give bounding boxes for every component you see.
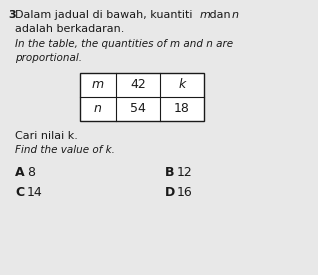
Text: C: C — [15, 186, 24, 199]
Text: 14: 14 — [27, 186, 43, 199]
Text: m: m — [200, 10, 211, 20]
Text: k: k — [178, 78, 186, 92]
Text: 54: 54 — [130, 103, 146, 116]
Text: proportional.: proportional. — [15, 53, 82, 64]
Text: Dalam jadual di bawah, kuantiti: Dalam jadual di bawah, kuantiti — [15, 10, 196, 20]
Text: adalah berkadaran.: adalah berkadaran. — [15, 24, 124, 34]
Text: Find the value of k.: Find the value of k. — [15, 145, 115, 155]
Text: 18: 18 — [174, 103, 190, 116]
Text: In the table, the quantities of m and n are: In the table, the quantities of m and n … — [15, 39, 233, 50]
Text: 42: 42 — [130, 78, 146, 92]
Text: A: A — [15, 166, 24, 179]
Text: n: n — [94, 103, 102, 116]
Text: D: D — [165, 186, 175, 199]
Text: m: m — [92, 78, 104, 92]
Bar — [80, 73, 204, 121]
Text: 3: 3 — [8, 10, 16, 20]
Text: B: B — [165, 166, 175, 179]
Text: n: n — [232, 10, 239, 20]
Text: 16: 16 — [177, 186, 193, 199]
Text: dan: dan — [206, 10, 234, 20]
Text: 12: 12 — [177, 166, 193, 179]
Text: 8: 8 — [27, 166, 35, 179]
Text: Cari nilai k.: Cari nilai k. — [15, 131, 78, 141]
